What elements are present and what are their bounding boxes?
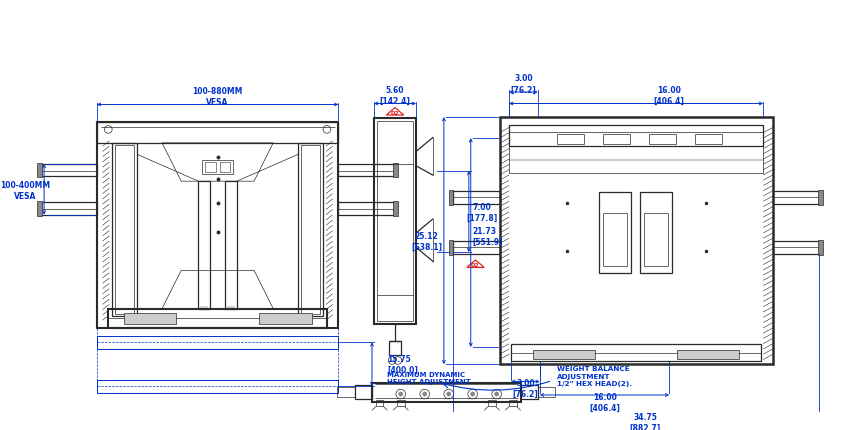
Text: 16.00
[406.4]: 16.00 [406.4] <box>590 392 620 412</box>
Bar <box>37 202 42 216</box>
Bar <box>509 125 763 146</box>
Bar <box>37 163 42 178</box>
Bar <box>649 135 676 144</box>
Text: 02: 02 <box>390 111 399 115</box>
Bar <box>390 341 401 355</box>
Bar <box>397 400 405 406</box>
Bar <box>198 182 210 309</box>
Bar <box>339 203 394 215</box>
Bar <box>677 350 739 359</box>
Text: MAXIMUM DYNAMIC
HEIGHT ADJUSTMENT: MAXIMUM DYNAMIC HEIGHT ADJUSTMENT <box>387 371 471 384</box>
Circle shape <box>495 392 499 396</box>
Bar <box>453 241 500 255</box>
Bar <box>115 145 134 315</box>
Bar <box>645 213 668 266</box>
Bar <box>818 190 822 206</box>
Text: 5.60
[142.4]: 5.60 [142.4] <box>379 86 411 106</box>
Circle shape <box>423 392 427 396</box>
Bar <box>108 309 327 328</box>
Bar <box>509 146 763 173</box>
Text: 3.00
[76.2]: 3.00 [76.2] <box>512 378 539 399</box>
Bar <box>772 191 819 205</box>
Bar <box>772 241 819 255</box>
Bar <box>533 350 595 359</box>
Bar <box>205 163 216 172</box>
Bar <box>500 118 772 365</box>
Text: 100-880MM
VESA: 100-880MM VESA <box>192 86 243 107</box>
Bar <box>393 202 398 216</box>
Bar <box>488 400 495 406</box>
Bar <box>449 190 453 206</box>
Text: 3.00
[76.2]: 3.00 [76.2] <box>511 74 536 94</box>
Bar <box>453 191 500 205</box>
Text: 15.75
[400.0]: 15.75 [400.0] <box>387 354 418 375</box>
Bar <box>603 135 630 144</box>
Bar <box>259 313 312 324</box>
Bar <box>511 344 761 362</box>
Bar <box>599 192 631 273</box>
Bar <box>97 380 339 393</box>
Bar <box>301 145 320 315</box>
Bar <box>97 123 339 328</box>
Text: 7.00
[177.8]: 7.00 [177.8] <box>467 203 498 222</box>
Circle shape <box>446 392 451 396</box>
Bar <box>219 163 230 172</box>
Bar <box>97 123 339 144</box>
Text: WEIGHT BALANCE
ADJUSTMENT
1/2" HEX HEAD(2).: WEIGHT BALANCE ADJUSTMENT 1/2" HEX HEAD(… <box>557 366 632 387</box>
Text: 16.00
[406.4]: 16.00 [406.4] <box>654 86 684 106</box>
Bar <box>377 122 413 321</box>
Polygon shape <box>386 108 404 116</box>
Bar <box>509 400 517 406</box>
Bar <box>449 240 453 255</box>
Bar <box>393 163 398 178</box>
Circle shape <box>398 392 403 396</box>
Bar <box>112 144 137 316</box>
Bar <box>337 387 355 397</box>
Bar <box>603 213 627 266</box>
Bar <box>339 165 394 177</box>
Bar <box>521 386 538 399</box>
Text: 25.12
[638.1]: 25.12 [638.1] <box>411 231 442 251</box>
Circle shape <box>470 392 475 396</box>
Bar <box>640 192 673 273</box>
Polygon shape <box>467 260 484 268</box>
Bar <box>695 135 722 144</box>
Text: 100-400MM
VESA: 100-400MM VESA <box>0 180 50 200</box>
Bar <box>355 386 372 399</box>
Bar <box>374 119 416 324</box>
Bar <box>124 313 176 324</box>
Bar <box>557 135 584 144</box>
Bar <box>42 165 97 177</box>
Bar <box>42 203 97 215</box>
Text: 34.75
[882.7]: 34.75 [882.7] <box>629 412 661 430</box>
Bar <box>202 161 233 174</box>
Bar <box>538 387 555 397</box>
Bar <box>97 336 339 349</box>
Bar <box>376 400 384 406</box>
Bar <box>818 240 822 255</box>
Text: 21.73
[551.9]: 21.73 [551.9] <box>473 226 503 246</box>
Bar <box>372 383 521 402</box>
Bar <box>298 144 323 316</box>
Text: 02: 02 <box>471 262 480 267</box>
Bar <box>225 182 237 309</box>
